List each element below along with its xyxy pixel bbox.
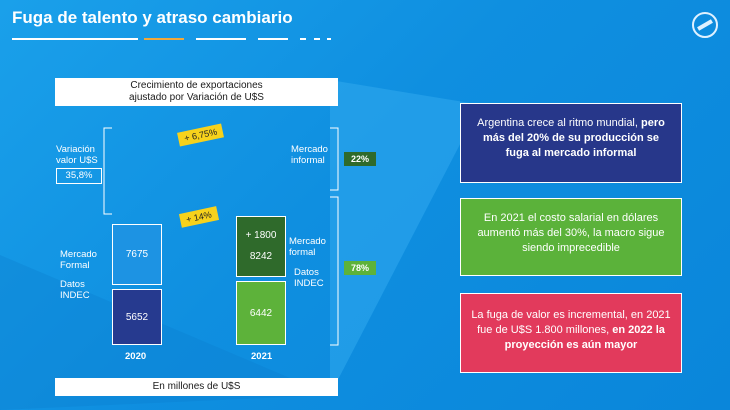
- variacion-label-line1: Variación: [56, 144, 95, 155]
- formal-source-left: Datos INDEC: [60, 279, 90, 301]
- bar-2020-informal-value: 7675: [125, 249, 149, 261]
- bar-2021-mercado-informal: + 1800 8242: [236, 215, 286, 278]
- bar-2021-mercado-formal: 6442: [236, 281, 286, 345]
- bar-2020-mercado-informal: 7675: [112, 224, 162, 286]
- bar-2021-informal-delta: + 1800: [245, 230, 277, 242]
- card-3-bold-text: en 2022 la proyección es aún mayor: [504, 324, 665, 351]
- x-tick-2020: 2020: [125, 351, 147, 362]
- formal-source-right-line1: Datos: [294, 267, 319, 278]
- chart-title-line2: ajustado por Variación de U$S: [129, 92, 264, 103]
- formal-source-left-line2: INDEC: [60, 290, 90, 301]
- chart-title-line1: Crecimiento de exportaciones: [130, 80, 263, 91]
- formal-source-left-line1: Datos: [60, 279, 85, 290]
- formal-label-left: Mercado Formal: [60, 249, 97, 271]
- formal-label-right: Mercado formal: [289, 236, 326, 258]
- chart-footer: En millones de U$S: [55, 378, 338, 396]
- title-underline: [144, 38, 184, 40]
- bar-2020-formal-value: 5652: [125, 311, 149, 323]
- bar-2021-formal-value: 6442: [249, 307, 273, 319]
- card-3-text: La fuga de valor es incremental, en 2021…: [471, 309, 671, 336]
- variacion-label: Variación valor U$S: [56, 144, 98, 166]
- chart-title: Crecimiento de exportaciones ajustado po…: [55, 78, 338, 106]
- informal-label-right-line2: informal: [291, 155, 325, 166]
- card-informal-market: Argentina crece al ritmo mundial, pero m…: [460, 103, 682, 183]
- title-underline: [196, 38, 246, 40]
- card-value-leak: La fuga de valor es incremental, en 2021…: [460, 293, 682, 373]
- formal-label-right-line2: formal: [289, 247, 316, 258]
- card-salary-cost: En 2021 el costo salarial en dólares aum…: [460, 198, 682, 276]
- title-underline: [258, 38, 288, 40]
- formal-label-left-line1: Mercado: [60, 249, 97, 260]
- variacion-value: 35,8%: [56, 168, 102, 184]
- title-underline: [12, 38, 138, 40]
- share-informal-badge: 22%: [344, 152, 376, 166]
- x-tick-2021: 2021: [251, 351, 273, 362]
- bar-2021-informal-value: 8242: [249, 251, 273, 263]
- title-underline: [327, 38, 331, 40]
- formal-source-right: Datos INDEC: [294, 267, 324, 289]
- card-1-text: Argentina crece al ritmo mundial,: [477, 117, 638, 129]
- page-title: Fuga de talento y atraso cambiario: [12, 8, 293, 27]
- informal-label-right: Mercado informal: [291, 144, 328, 166]
- formal-source-right-line2: INDEC: [294, 278, 324, 289]
- title-underline: [314, 38, 320, 40]
- title-underline: [300, 38, 306, 40]
- informal-label-right-line1: Mercado: [291, 144, 328, 155]
- share-formal-badge: 78%: [344, 261, 376, 275]
- brand-logo-icon: [692, 12, 718, 38]
- card-1-bold-text: pero más del 20% de su producción se fug…: [482, 117, 665, 159]
- formal-label-left-line2: Formal: [60, 260, 90, 271]
- bar-2020-mercado-formal: 5652: [112, 289, 162, 345]
- variacion-label-line2: valor U$S: [56, 155, 98, 166]
- formal-label-right-line1: Mercado: [289, 236, 326, 247]
- card-2-text: En 2021 el costo salarial en dólares aum…: [477, 212, 665, 254]
